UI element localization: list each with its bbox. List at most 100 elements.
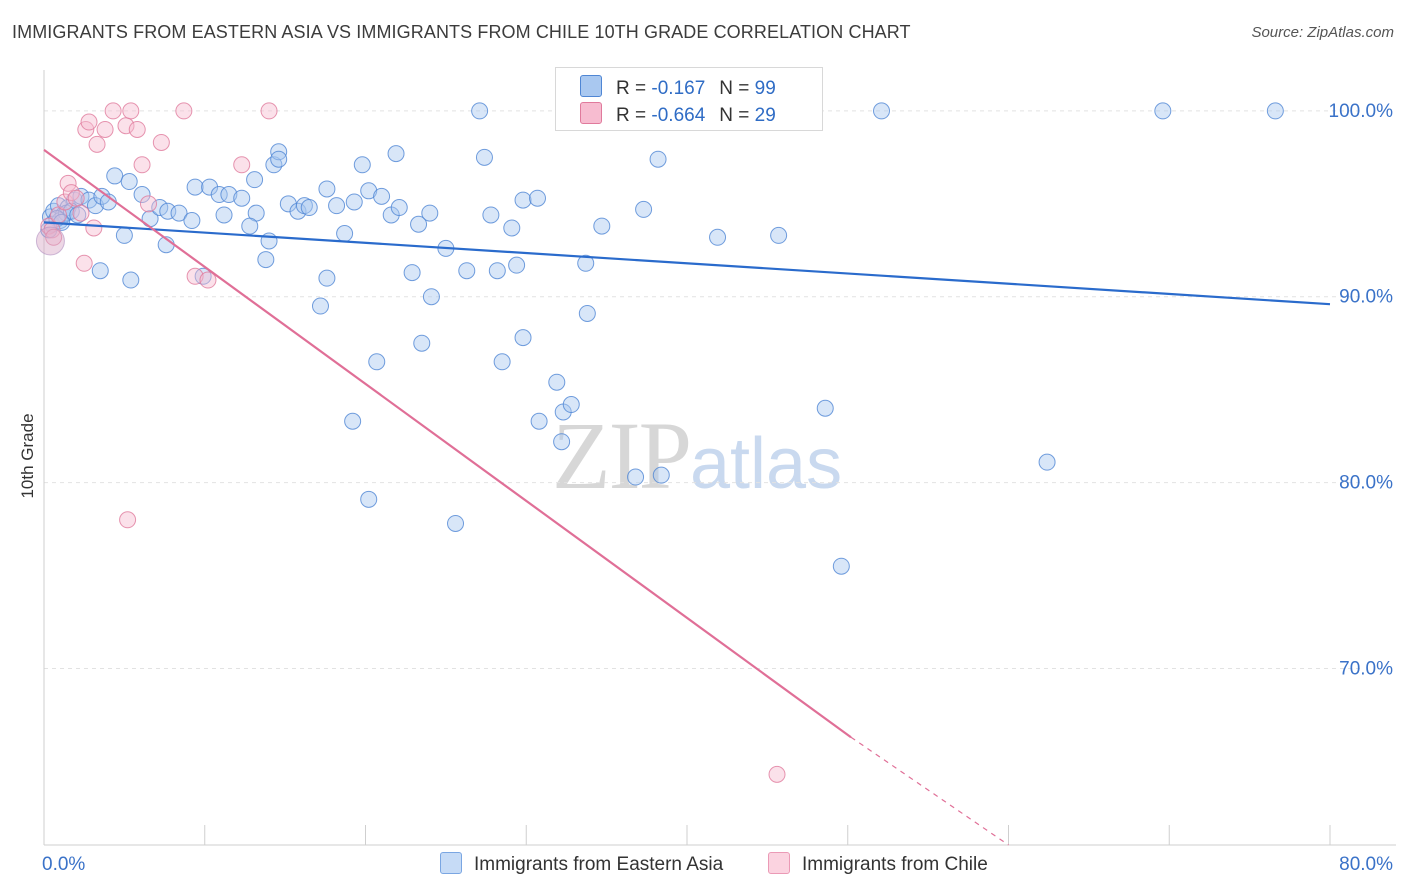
bottom-legend-chile: Immigrants from Chile	[768, 852, 988, 876]
point-eastern-asia	[318, 269, 336, 287]
point-eastern-asia	[270, 150, 288, 168]
point-chile	[233, 156, 251, 174]
point-eastern-asia	[514, 329, 532, 347]
point-eastern-asia	[373, 187, 391, 205]
point-eastern-asia	[115, 226, 133, 244]
point-eastern-asia	[106, 167, 124, 185]
point-chile	[119, 511, 137, 529]
point-eastern-asia	[508, 256, 526, 274]
point-eastern-asia	[770, 226, 788, 244]
point-eastern-asia	[553, 433, 571, 451]
point-cluster	[35, 226, 65, 256]
y-tick-label: 80.0%	[1339, 473, 1393, 494]
point-chile	[80, 113, 98, 131]
x-tick-label: 0.0%	[42, 854, 85, 875]
point-chile	[122, 102, 140, 120]
trend-line-chile-extension	[850, 736, 1009, 846]
point-eastern-asia	[1266, 102, 1284, 120]
point-eastern-asia	[289, 202, 307, 220]
legend-r-value: -0.664	[651, 105, 706, 126]
bottom-legend-label-chile: Immigrants from Chile	[802, 854, 988, 875]
bottom-legend-eastern-asia: Immigrants from Eastern Asia	[440, 852, 723, 876]
point-chile	[128, 120, 146, 138]
point-eastern-asia	[270, 143, 288, 161]
point-eastern-asia	[816, 399, 834, 417]
chart-title: IMMIGRANTS FROM EASTERN ASIA VS IMMIGRAN…	[12, 22, 911, 42]
bottom-legend-swatch-chile	[768, 852, 790, 874]
point-eastern-asia	[86, 197, 104, 215]
point-eastern-asia	[475, 148, 493, 166]
point-chile	[139, 195, 157, 213]
y-tick-label: 90.0%	[1339, 287, 1393, 308]
point-eastern-asia	[328, 197, 346, 215]
point-eastern-asia	[635, 200, 653, 218]
point-chile	[62, 184, 80, 202]
point-eastern-asia	[133, 186, 151, 204]
x-tick-label: 80.0%	[1339, 854, 1393, 875]
point-chile	[96, 120, 114, 138]
point-eastern-asia	[471, 102, 489, 120]
watermark-bold: ZIP	[552, 402, 692, 509]
point-eastern-asia	[422, 288, 440, 306]
trend-line-eastern-asia	[43, 221, 1331, 306]
point-chile	[85, 219, 103, 237]
point-eastern-asia	[410, 215, 428, 233]
legend-row-eastern-asia: R = -0.167 N = 99	[580, 75, 776, 101]
point-eastern-asia	[257, 251, 275, 269]
point-eastern-asia	[578, 304, 596, 322]
point-eastern-asia	[80, 191, 98, 209]
correlation-legend: R = -0.167 N = 99 R = -0.664 N = 29	[555, 67, 823, 131]
point-chile	[260, 102, 278, 120]
point-eastern-asia	[345, 193, 363, 211]
point-eastern-asia	[514, 191, 532, 209]
point-chile	[152, 133, 170, 151]
point-eastern-asia	[344, 412, 362, 430]
y-tick-label: 100.0%	[1329, 101, 1394, 122]
point-chile	[175, 102, 193, 120]
point-eastern-asia	[122, 271, 140, 289]
point-eastern-asia	[215, 206, 233, 224]
point-chile	[199, 271, 217, 289]
legend-n-value: 29	[754, 105, 776, 126]
point-eastern-asia	[170, 204, 188, 222]
point-eastern-asia	[447, 514, 465, 532]
point-eastern-asia	[368, 353, 386, 371]
point-eastern-asia	[530, 412, 548, 430]
point-eastern-asia	[387, 145, 405, 163]
bottom-legend-swatch-eastern-asia	[440, 852, 462, 874]
point-eastern-asia	[593, 217, 611, 235]
point-eastern-asia	[627, 468, 645, 486]
point-chile	[67, 189, 85, 207]
y-axis-title: 10th Grade	[18, 413, 37, 498]
legend-r-value: -0.167	[651, 78, 706, 99]
watermark: ZIPatlas	[552, 400, 842, 511]
point-eastern-asia	[353, 156, 371, 174]
point-eastern-asia	[413, 334, 431, 352]
legend-row-chile: R = -0.664 N = 29	[580, 102, 776, 128]
point-eastern-asia	[91, 262, 109, 280]
trend-line-chile	[43, 149, 852, 739]
legend-n-label: N =	[719, 78, 750, 99]
point-eastern-asia	[548, 373, 566, 391]
point-chile	[186, 267, 204, 285]
point-chile	[59, 174, 77, 192]
point-eastern-asia	[233, 189, 251, 207]
point-chile	[88, 135, 106, 153]
point-eastern-asia	[1038, 453, 1056, 471]
point-eastern-asia	[120, 173, 138, 191]
point-eastern-asia	[1154, 102, 1172, 120]
point-eastern-asia	[493, 353, 511, 371]
point-eastern-asia	[360, 490, 378, 508]
point-eastern-asia	[186, 178, 204, 196]
point-eastern-asia	[652, 466, 670, 484]
point-chile	[56, 193, 74, 211]
point-eastern-asia	[503, 219, 521, 237]
point-eastern-asia	[403, 264, 421, 282]
point-eastern-asia	[488, 262, 506, 280]
point-eastern-asia	[649, 150, 667, 168]
point-eastern-asia	[529, 189, 547, 207]
point-eastern-asia	[832, 557, 850, 575]
point-eastern-asia	[300, 199, 318, 217]
legend-swatch-chile	[580, 102, 602, 124]
point-eastern-asia	[311, 297, 329, 315]
